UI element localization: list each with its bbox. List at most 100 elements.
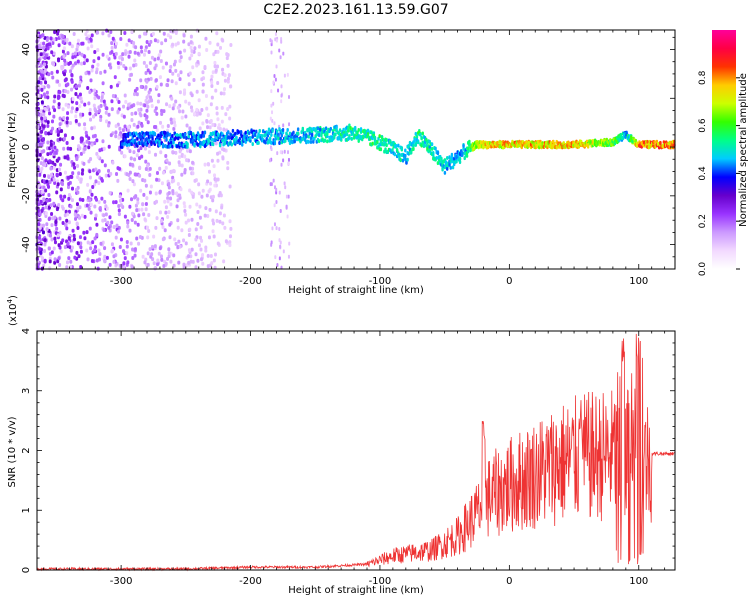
x-tick-label: 100 bbox=[629, 276, 648, 287]
signal-cell bbox=[238, 136, 242, 141]
noise-cell bbox=[88, 111, 92, 116]
snr-x-ticks: -300 -200 -100 0 100 bbox=[43, 331, 666, 587]
noise-cell bbox=[49, 36, 53, 41]
noise-cell bbox=[55, 172, 59, 177]
noise-cell bbox=[83, 236, 87, 241]
y-tick-label: 4 bbox=[21, 328, 32, 334]
noise-cell bbox=[118, 194, 122, 199]
noise-cell bbox=[62, 115, 66, 120]
noise-cell bbox=[185, 123, 189, 128]
noise-cell bbox=[275, 199, 278, 204]
noise-cell bbox=[164, 165, 168, 170]
signal-cell bbox=[288, 131, 292, 136]
noise-cell bbox=[286, 72, 289, 77]
signal-cell bbox=[609, 138, 612, 143]
noise-cell bbox=[52, 177, 56, 182]
noise-cell bbox=[125, 244, 129, 249]
noise-cell bbox=[171, 150, 175, 155]
noise-cell bbox=[178, 109, 182, 114]
noise-cell bbox=[68, 245, 72, 250]
signal-cell bbox=[253, 132, 257, 137]
noise-cell bbox=[114, 134, 118, 139]
noise-cell bbox=[70, 198, 74, 203]
noise-cell bbox=[93, 107, 97, 112]
signal-cell bbox=[231, 128, 235, 133]
signal-cell bbox=[239, 129, 243, 134]
noise-cell bbox=[80, 213, 84, 218]
signal-cell bbox=[350, 136, 353, 141]
noise-cell bbox=[78, 146, 82, 151]
noise-cell bbox=[73, 255, 77, 260]
noise-cell bbox=[139, 78, 143, 83]
noise-cell bbox=[103, 102, 107, 107]
noise-cell bbox=[201, 70, 205, 75]
noise-cell bbox=[166, 199, 170, 204]
signal-cell bbox=[446, 155, 449, 160]
noise-cell bbox=[211, 198, 215, 203]
signal-cell bbox=[393, 152, 397, 157]
noise-cell bbox=[103, 199, 107, 204]
noise-cell bbox=[113, 75, 117, 80]
noise-cell bbox=[66, 156, 70, 161]
noise-cell bbox=[176, 225, 180, 230]
signal-cell bbox=[269, 136, 272, 141]
noise-cell bbox=[162, 31, 166, 36]
signal-cell bbox=[338, 128, 342, 133]
signal-cell bbox=[443, 170, 447, 175]
noise-cell bbox=[70, 109, 74, 114]
signal-cell bbox=[149, 131, 152, 136]
noise-cell bbox=[120, 150, 124, 155]
noise-cell bbox=[180, 152, 184, 157]
noise-cell bbox=[137, 148, 141, 153]
noise-cell bbox=[130, 197, 134, 202]
signal-cell bbox=[292, 130, 295, 135]
signal-cell bbox=[281, 127, 285, 132]
signal-cell bbox=[391, 148, 394, 153]
noise-cell bbox=[161, 225, 165, 230]
noise-cell bbox=[61, 49, 65, 54]
signal-cell bbox=[171, 144, 174, 149]
noise-cell bbox=[279, 55, 282, 60]
signal-cell bbox=[458, 156, 462, 161]
noise-cell bbox=[153, 66, 157, 71]
noise-cell bbox=[176, 218, 180, 223]
noise-cell bbox=[195, 63, 199, 68]
signal-cell bbox=[432, 153, 435, 158]
signal-cell bbox=[441, 167, 444, 172]
noise-cell bbox=[222, 87, 226, 92]
noise-cell bbox=[110, 220, 114, 225]
noise-cell bbox=[55, 69, 59, 74]
signal-cell bbox=[385, 143, 388, 148]
signal-cell bbox=[394, 144, 398, 149]
noise-cell bbox=[135, 92, 139, 97]
noise-cell bbox=[132, 150, 136, 155]
noise-cell bbox=[228, 234, 232, 239]
noise-cell bbox=[90, 192, 94, 197]
noise-cell bbox=[62, 54, 66, 59]
noise-cell bbox=[36, 208, 40, 213]
noise-cell bbox=[120, 56, 124, 61]
x-tick-label: -300 bbox=[110, 576, 133, 587]
noise-cell bbox=[107, 33, 111, 38]
noise-cell bbox=[166, 196, 170, 201]
signal-cell bbox=[133, 138, 137, 143]
noise-cell bbox=[271, 226, 274, 231]
signal-cell bbox=[646, 139, 649, 144]
noise-cell bbox=[220, 119, 224, 124]
noise-cell bbox=[102, 213, 106, 218]
noise-cell bbox=[66, 212, 70, 217]
noise-cell bbox=[87, 101, 91, 106]
noise-cell bbox=[212, 258, 216, 263]
noise-cell bbox=[145, 164, 149, 169]
x-tick-label: -100 bbox=[369, 276, 392, 287]
noise-cell bbox=[148, 60, 152, 65]
noise-cell bbox=[67, 185, 71, 190]
noise-cell bbox=[278, 48, 281, 53]
signal-cell bbox=[659, 140, 662, 145]
x-tick-label: 100 bbox=[629, 576, 648, 587]
noise-cell bbox=[189, 34, 193, 39]
noise-cell bbox=[124, 66, 128, 71]
noise-cell bbox=[76, 59, 80, 64]
signal-cell bbox=[262, 129, 265, 134]
noise-cell bbox=[288, 95, 291, 100]
